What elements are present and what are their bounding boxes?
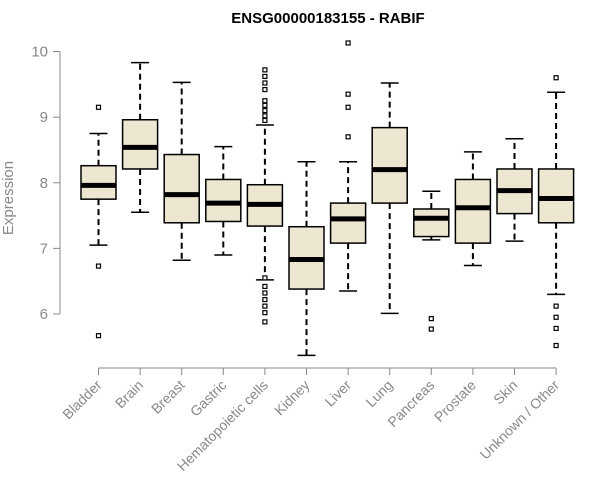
outlier-point (262, 113, 268, 119)
outlier-point (345, 134, 351, 140)
outlier-point (553, 325, 559, 332)
box-group (537, 75, 575, 349)
x-tick-label: Bladder (59, 377, 105, 423)
y-tick-label: 6 (40, 306, 48, 323)
outlier-point (262, 86, 268, 93)
x-tick-label: Prostate (431, 377, 479, 425)
outlier-point (553, 342, 559, 349)
y-tick-label: 9 (40, 109, 48, 126)
outlier-point (95, 263, 102, 269)
box-group (496, 138, 533, 242)
y-tick-label: 8 (40, 175, 48, 192)
x-tick-label: Liver (321, 377, 354, 410)
outlier-point (262, 310, 268, 316)
x-tick-label: Unknown / Other (477, 377, 563, 463)
outlier-point (428, 326, 434, 332)
outlier-point (345, 40, 351, 46)
outlier-point (262, 98, 268, 104)
box-group (121, 61, 159, 214)
outlier-point (553, 314, 559, 320)
outlier-point (262, 275, 268, 281)
outlier-point (262, 283, 268, 290)
box-group (371, 82, 408, 315)
chart-title: ENSG00000183155 - RABIF (231, 10, 424, 27)
outlier-point (553, 303, 559, 309)
box (163, 153, 200, 224)
box (454, 178, 492, 244)
outlier-point (345, 104, 351, 110)
outlier-point (262, 67, 268, 73)
x-tick-label: Breast (148, 377, 188, 417)
y-tick-label: 7 (40, 240, 48, 257)
y-axis: 6 7 8 9 10 (31, 44, 61, 323)
box-group (80, 104, 117, 339)
outlier-point (262, 319, 268, 325)
box-group (454, 151, 492, 267)
box-group (246, 67, 284, 325)
x-tick-label: Brain (112, 377, 146, 411)
box (413, 208, 450, 238)
box (205, 178, 242, 223)
outlier-point (262, 73, 268, 80)
box-group (329, 40, 367, 292)
x-tick-label: Lung (362, 377, 395, 410)
box-group (205, 145, 242, 256)
y-tick-label: 10 (31, 44, 48, 61)
box (80, 164, 117, 200)
outlier-point (345, 91, 351, 97)
outlier-point (553, 75, 559, 81)
box-group (163, 81, 200, 261)
plot-area (80, 40, 575, 357)
outlier-point (262, 107, 268, 114)
box (121, 119, 159, 170)
box-group (288, 161, 325, 357)
outlier-point (262, 303, 268, 309)
outlier-point (262, 117, 268, 124)
outlier-point (262, 290, 268, 296)
outlier-point (262, 102, 268, 108)
x-tick-label: Skin (490, 377, 521, 408)
outlier-point (428, 315, 434, 322)
y-axis-label: Expression (0, 161, 17, 235)
outlier-point (262, 296, 268, 303)
outlier-point (95, 104, 102, 110)
box-group (413, 190, 450, 332)
x-tick-label: Kidney (271, 377, 313, 419)
box (537, 168, 575, 224)
box (329, 202, 367, 244)
outlier-point (262, 80, 268, 86)
outlier-point (95, 333, 102, 339)
box (371, 126, 408, 204)
